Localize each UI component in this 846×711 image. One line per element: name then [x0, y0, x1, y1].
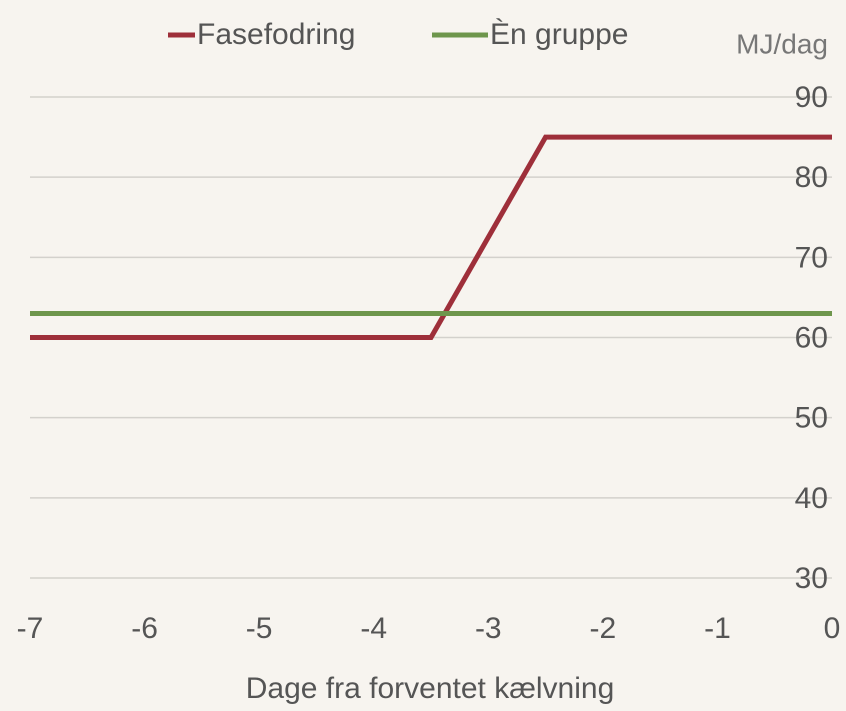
x-tick-label: -2	[590, 612, 617, 645]
y-tick-label: 40	[795, 482, 828, 515]
y-tick-label: 90	[795, 81, 828, 114]
y-tick-label: 50	[795, 402, 828, 435]
legend-label: Fasefodring	[197, 18, 355, 51]
y-axis-label: MJ/dag	[736, 28, 828, 59]
x-tick-label: -7	[17, 612, 44, 645]
y-tick-label: 60	[795, 321, 828, 354]
x-tick-label: -6	[131, 612, 158, 645]
legend-label: Èn gruppe	[490, 18, 628, 51]
x-tick-label: -1	[704, 612, 731, 645]
x-tick-label: 0	[824, 612, 841, 645]
x-tick-label: -3	[475, 612, 502, 645]
y-tick-label: 80	[795, 161, 828, 194]
series-line	[30, 134, 832, 340]
x-tick-label: -5	[246, 612, 273, 645]
y-tick-label: 70	[795, 241, 828, 274]
x-tick-label: -4	[360, 612, 387, 645]
y-tick-label: 30	[795, 562, 828, 595]
x-axis-label: Dage fra forventet kælvning	[246, 672, 615, 705]
